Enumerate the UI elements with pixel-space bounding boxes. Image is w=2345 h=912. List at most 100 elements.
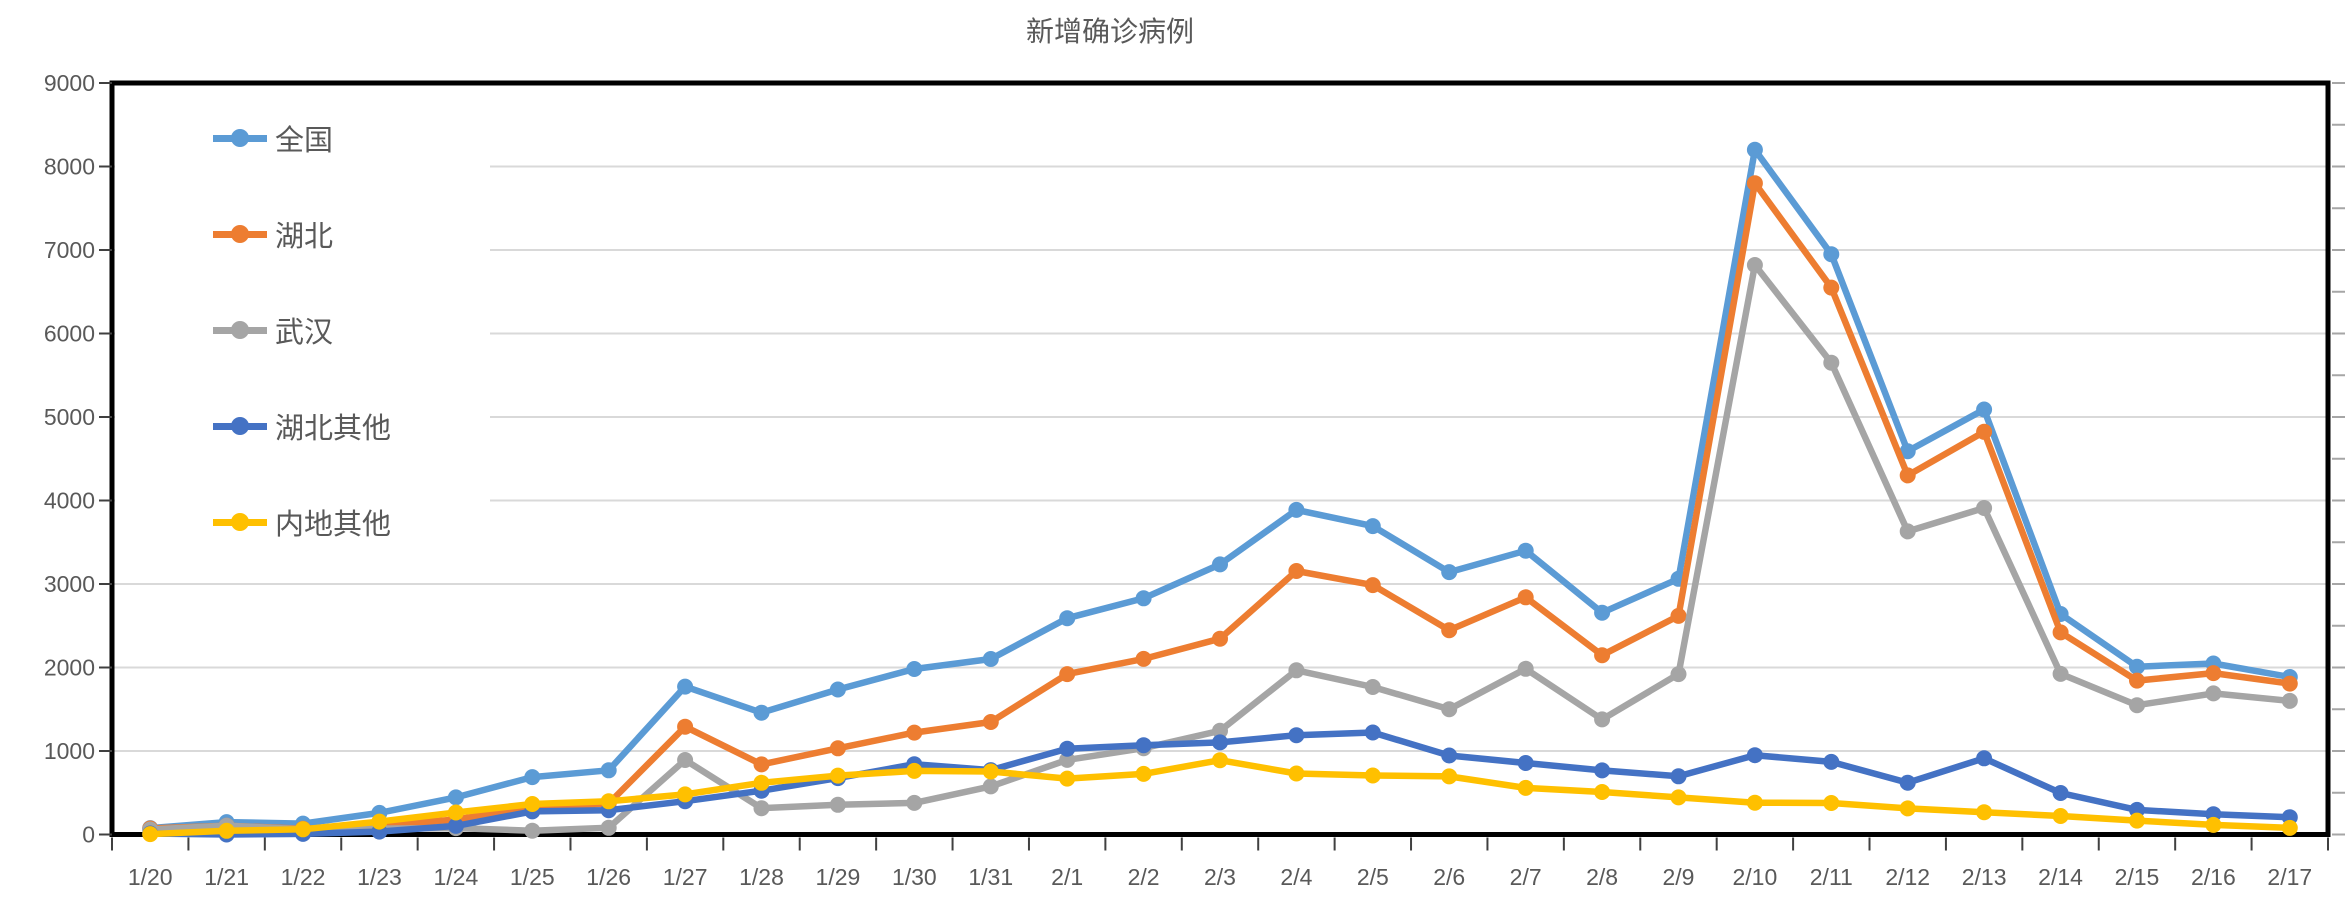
x-tick-label: 2/4 bbox=[1280, 864, 1312, 890]
data-point-mainland-other bbox=[1135, 765, 1152, 782]
data-point-wuhan bbox=[753, 800, 770, 817]
y-tick-label: 7000 bbox=[44, 237, 95, 263]
legend-item-national: 全国 bbox=[115, 90, 490, 186]
data-point-hubei bbox=[2052, 624, 2069, 641]
data-point-hubei bbox=[2205, 665, 2222, 682]
x-tick-label: 2/16 bbox=[2191, 864, 2236, 890]
data-point-wuhan bbox=[2281, 692, 2298, 709]
data-point-national bbox=[1594, 604, 1611, 621]
data-point-wuhan bbox=[1899, 523, 1916, 540]
data-point-national bbox=[1288, 501, 1305, 518]
data-point-national bbox=[906, 661, 923, 677]
data-point-national bbox=[600, 762, 617, 779]
data-point-wuhan bbox=[1364, 679, 1381, 695]
data-point-mainland-other bbox=[524, 796, 541, 812]
data-point-mainland-other bbox=[1364, 767, 1381, 784]
data-point-mainland-other bbox=[829, 767, 846, 784]
data-point-hubei-other bbox=[1670, 768, 1687, 785]
data-point-mainland-other bbox=[218, 822, 235, 839]
data-point-mainland-other bbox=[1823, 795, 1840, 811]
y-tick-label: 8000 bbox=[44, 154, 95, 180]
legend-item-wuhan: 武汉 bbox=[115, 282, 490, 378]
data-point-mainland-other bbox=[906, 762, 923, 779]
x-tick-label: 1/24 bbox=[433, 864, 478, 890]
data-point-hubei-other bbox=[1441, 747, 1458, 764]
data-point-national bbox=[1135, 590, 1152, 607]
data-point-hubei bbox=[753, 756, 770, 773]
series-wuhan bbox=[142, 257, 2298, 839]
data-point-mainland-other bbox=[600, 793, 617, 810]
data-point-wuhan bbox=[1746, 257, 1763, 273]
data-point-national bbox=[1212, 556, 1228, 573]
legend-line-marker-icon bbox=[213, 417, 267, 435]
data-point-wuhan bbox=[1670, 666, 1687, 683]
y-tick-label: 2000 bbox=[44, 655, 95, 681]
data-point-national bbox=[982, 651, 999, 667]
data-point-wuhan bbox=[1212, 722, 1228, 739]
data-point-wuhan bbox=[1059, 751, 1076, 768]
data-point-national bbox=[1441, 564, 1458, 581]
x-tick-label: 2/6 bbox=[1433, 864, 1465, 890]
data-point-national bbox=[1899, 443, 1916, 460]
data-point-wuhan bbox=[829, 796, 846, 813]
data-point-hubei-other bbox=[1364, 724, 1381, 741]
data-point-hubei-other bbox=[1823, 753, 1840, 770]
data-point-mainland-other bbox=[2205, 816, 2222, 833]
x-tick-label: 2/2 bbox=[1128, 864, 1160, 890]
data-point-wuhan bbox=[1594, 711, 1611, 728]
data-point-mainland-other bbox=[1899, 800, 1916, 817]
legend-line-marker-icon bbox=[213, 129, 267, 147]
data-point-national bbox=[1823, 246, 1840, 263]
data-point-mainland-other bbox=[2052, 808, 2069, 824]
plot-border bbox=[109, 80, 2331, 837]
data-point-hubei bbox=[1899, 467, 1916, 484]
x-tick-label: 2/11 bbox=[1810, 864, 1853, 890]
x-tick-label: 2/1 bbox=[1051, 864, 1083, 890]
data-point-mainland-other bbox=[1288, 765, 1305, 782]
data-point-mainland-other bbox=[1746, 794, 1763, 811]
data-point-hubei bbox=[1288, 563, 1305, 579]
data-point-hubei-other bbox=[1212, 734, 1228, 751]
data-point-wuhan bbox=[2205, 685, 2222, 702]
y-tick-label: 5000 bbox=[44, 404, 95, 430]
x-axis: 1/20 1/21 1/22 1/23 1/24 1/25 1/26 1/27 1/28 1/29… bbox=[111, 837, 2329, 890]
data-point-hubei bbox=[1135, 650, 1152, 667]
x-tick-label: 2/12 bbox=[1885, 864, 1930, 890]
x-tick-label: 2/10 bbox=[1733, 864, 1778, 890]
right-minor-ticks bbox=[2332, 82, 2345, 836]
x-tick-label: 1/30 bbox=[892, 864, 937, 890]
data-point-hubei-other bbox=[2052, 785, 2069, 801]
chart-title: 新增确诊病例 bbox=[1025, 16, 1194, 47]
data-point-mainland-other bbox=[1517, 779, 1534, 796]
legend-label-wuhan: 武汉 bbox=[275, 317, 334, 349]
data-point-hubei-other bbox=[1517, 755, 1534, 771]
x-tick-label: 2/3 bbox=[1204, 864, 1236, 890]
data-point-national bbox=[1364, 518, 1381, 535]
y-tick-label: 3000 bbox=[44, 571, 95, 597]
x-tick-label: 2/15 bbox=[2115, 864, 2160, 890]
x-tick-label: 1/28 bbox=[739, 864, 784, 890]
data-point-hubei-other bbox=[1594, 762, 1611, 779]
data-point-national bbox=[447, 789, 464, 806]
data-point-hubei bbox=[1823, 279, 1840, 296]
data-point-mainland-other bbox=[982, 763, 999, 780]
y-tick-label: 9000 bbox=[44, 70, 95, 96]
data-point-national bbox=[524, 769, 541, 786]
data-point-hubei bbox=[1594, 647, 1611, 664]
data-point-hubei-other bbox=[1135, 737, 1152, 754]
data-point-hubei bbox=[1059, 666, 1076, 683]
data-point-mainland-other bbox=[447, 804, 464, 821]
data-point-hubei bbox=[1441, 622, 1458, 639]
x-tick-label: 1/22 bbox=[281, 864, 326, 890]
data-point-wuhan bbox=[982, 778, 999, 795]
data-point-mainland-other bbox=[1670, 789, 1687, 806]
data-point-mainland-other bbox=[1441, 768, 1458, 785]
data-point-mainland-other bbox=[142, 826, 159, 843]
x-tick-label: 1/25 bbox=[510, 864, 555, 890]
x-tick-label: 1/27 bbox=[663, 864, 708, 890]
y-tick-label: 1000 bbox=[44, 738, 95, 764]
data-point-wuhan bbox=[1823, 354, 1840, 371]
data-point-mainland-other bbox=[1212, 752, 1228, 769]
data-point-hubei-other bbox=[1746, 747, 1763, 764]
